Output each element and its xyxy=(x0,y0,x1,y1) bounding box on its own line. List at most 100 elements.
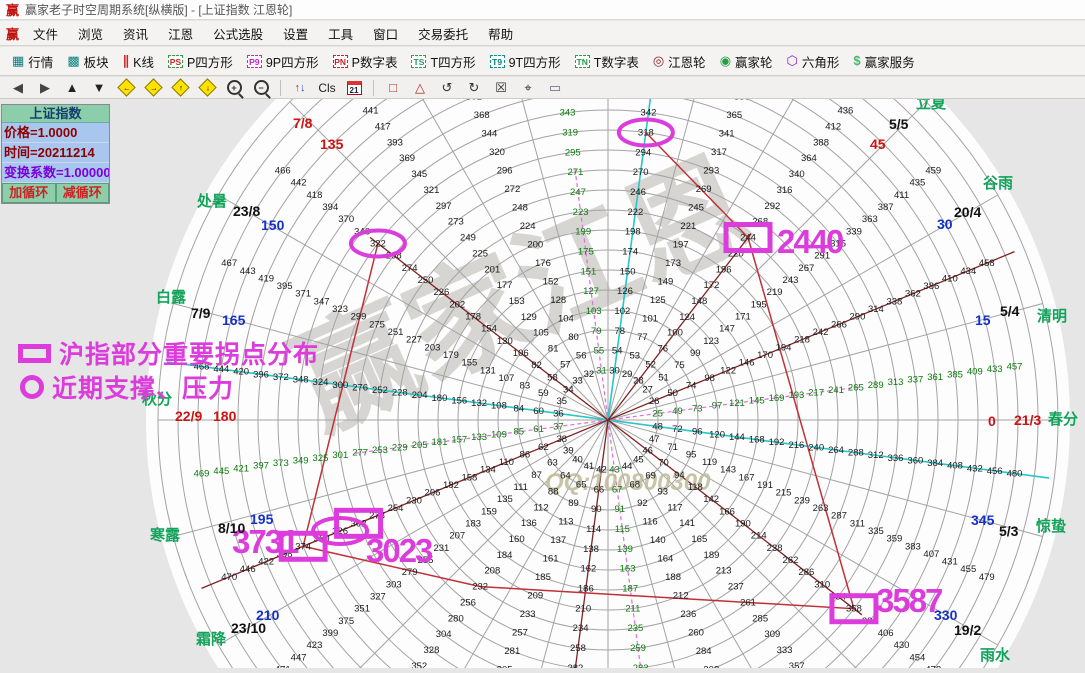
svg-text:92: 92 xyxy=(637,498,648,509)
rect-tool-button[interactable]: □ xyxy=(389,80,397,95)
menu-item-5[interactable]: 设置 xyxy=(283,27,309,42)
add-cycle-button[interactable]: 加循环 xyxy=(2,183,56,203)
P四方形-icon: PS xyxy=(167,54,183,68)
toolbar-button-T数字表[interactable]: TN T数字表 xyxy=(574,54,639,70)
svg-text:325: 325 xyxy=(313,453,329,464)
pivot-legend-label: 沪指部分重要拐点分布 xyxy=(59,341,320,369)
updown-marker-button[interactable]: ↑↓ xyxy=(294,81,306,94)
up-arrow-button[interactable]: ▲ xyxy=(65,80,79,95)
svg-text:惊蛰: 惊蛰 xyxy=(1036,517,1066,535)
sub-cycle-button[interactable]: 减循环 xyxy=(55,183,109,203)
back-arrow-button[interactable]: ◀ xyxy=(13,79,23,95)
svg-text:294: 294 xyxy=(635,147,651,158)
center-tool-button[interactable]: ⌖ xyxy=(524,79,532,95)
menu-item-2[interactable]: 资讯 xyxy=(123,27,149,42)
diamond-right-button[interactable]: → xyxy=(141,78,165,97)
svg-text:258: 258 xyxy=(570,643,586,654)
diamond-left-button[interactable]: ← xyxy=(114,78,138,97)
svg-text:398: 398 xyxy=(277,549,293,560)
toolbar-button-9T四方形[interactable]: T9 9T四方形 xyxy=(484,50,567,73)
menu-item-0[interactable]: 文件 xyxy=(33,27,59,42)
svg-text:311: 311 xyxy=(850,518,865,529)
toolbar-button-K线[interactable]: ∥ K线 xyxy=(122,53,154,70)
svg-text:322: 322 xyxy=(370,238,386,249)
svg-text:157: 157 xyxy=(451,435,467,446)
zoom-out-button[interactable]: − xyxy=(249,79,273,97)
rotate-cw-button[interactable]: ↻ xyxy=(468,79,480,95)
toolbar-button-六角形[interactable]: ⬡ 六角形 xyxy=(786,53,840,70)
rotate-ccw-button[interactable]: ↺ xyxy=(441,79,453,95)
svg-text:151: 151 xyxy=(580,266,596,277)
forward-arrow-button[interactable]: ▶ xyxy=(40,79,50,95)
svg-text:341: 341 xyxy=(719,129,735,140)
svg-text:76: 76 xyxy=(657,344,668,355)
screen-tool-button[interactable]: ▭ xyxy=(548,79,562,95)
svg-text:5/4: 5/4 xyxy=(1000,303,1020,319)
svg-text:29: 29 xyxy=(622,369,633,380)
svg-text:167: 167 xyxy=(739,472,755,483)
svg-text:141: 141 xyxy=(679,518,695,529)
menu-item-4[interactable]: 公式选股 xyxy=(213,27,264,42)
delete-box-button[interactable]: ☒ xyxy=(495,79,507,95)
menu-item-7[interactable]: 窗口 xyxy=(373,27,399,42)
svg-text:349: 349 xyxy=(293,455,309,466)
toolbar-button-行情[interactable]: ▦ 行情 xyxy=(12,53,54,70)
toolbar-button-江恩轮[interactable]: ◎ 江恩轮 xyxy=(652,53,706,70)
svg-text:51: 51 xyxy=(658,372,669,383)
svg-text:96: 96 xyxy=(692,427,703,438)
svg-text:264: 264 xyxy=(828,445,844,456)
menu-item-1[interactable]: 浏览 xyxy=(78,27,104,42)
svg-text:207: 207 xyxy=(449,531,465,542)
svg-text:34: 34 xyxy=(563,385,574,396)
toolbar-button-T四方形[interactable]: TS T四方形 xyxy=(405,50,481,73)
diamond-up-button[interactable]: ↑ xyxy=(168,78,192,97)
toolbar-button-赢家服务[interactable]: $ 赢家服务 xyxy=(853,53,915,70)
svg-text:265: 265 xyxy=(848,382,864,393)
svg-text:208: 208 xyxy=(484,566,500,577)
menu-item-3[interactable]: 江恩 xyxy=(168,27,194,42)
svg-text:420: 420 xyxy=(233,367,249,378)
svg-text:107: 107 xyxy=(498,373,514,384)
江恩轮-icon: ◎ xyxy=(652,53,665,68)
svg-text:256: 256 xyxy=(460,597,476,608)
cls-button[interactable]: Cls xyxy=(318,80,336,95)
down-arrow-button[interactable]: ▼ xyxy=(92,80,106,95)
zoom-in-button[interactable]: + xyxy=(222,79,246,97)
svg-text:142: 142 xyxy=(703,494,719,505)
svg-text:104: 104 xyxy=(558,313,574,324)
menu-item-6[interactable]: 工具 xyxy=(328,27,354,42)
svg-text:219: 219 xyxy=(767,287,783,298)
toolbar-separator xyxy=(280,79,281,96)
svg-text:131: 131 xyxy=(480,365,496,376)
svg-text:232: 232 xyxy=(472,582,488,593)
svg-text:328: 328 xyxy=(424,645,440,656)
diamond-down-button[interactable]: ↓ xyxy=(195,78,219,97)
赢家服务-icon: $ xyxy=(853,53,861,68)
svg-text:45: 45 xyxy=(633,455,644,466)
time-value: 时间=20211214 xyxy=(2,143,109,163)
svg-text:41: 41 xyxy=(584,461,595,472)
calendar-button[interactable]: 21 xyxy=(342,79,366,97)
svg-text:22/9: 22/9 xyxy=(175,408,202,424)
toolbar-button-9P四方形[interactable]: P9 9P四方形 xyxy=(241,50,325,73)
svg-text:194: 194 xyxy=(776,342,792,353)
svg-text:316: 316 xyxy=(777,185,793,196)
toolbar-button-P数字表[interactable]: PN P数字表 xyxy=(332,54,398,70)
svg-text:133: 133 xyxy=(471,432,487,443)
svg-text:202: 202 xyxy=(449,299,465,310)
menu-item-8[interactable]: 交易委托 xyxy=(418,27,469,42)
svg-text:249: 249 xyxy=(460,233,476,244)
svg-text:140: 140 xyxy=(650,535,666,546)
svg-text:345: 345 xyxy=(411,169,427,180)
toolbar-button-板块[interactable]: ▩ 板块 xyxy=(67,53,109,70)
menu-item-9[interactable]: 帮助 xyxy=(488,27,514,42)
toolbar-button-赢家轮[interactable]: ◉ 赢家轮 xyxy=(719,53,773,70)
toolbar-button-P四方形[interactable]: PS P四方形 xyxy=(167,54,233,70)
svg-text:15: 15 xyxy=(975,312,991,328)
triangle-tool-button[interactable]: △ xyxy=(415,79,425,95)
svg-text:138: 138 xyxy=(583,544,599,555)
svg-text:191: 191 xyxy=(757,480,773,491)
svg-text:129: 129 xyxy=(521,312,537,323)
